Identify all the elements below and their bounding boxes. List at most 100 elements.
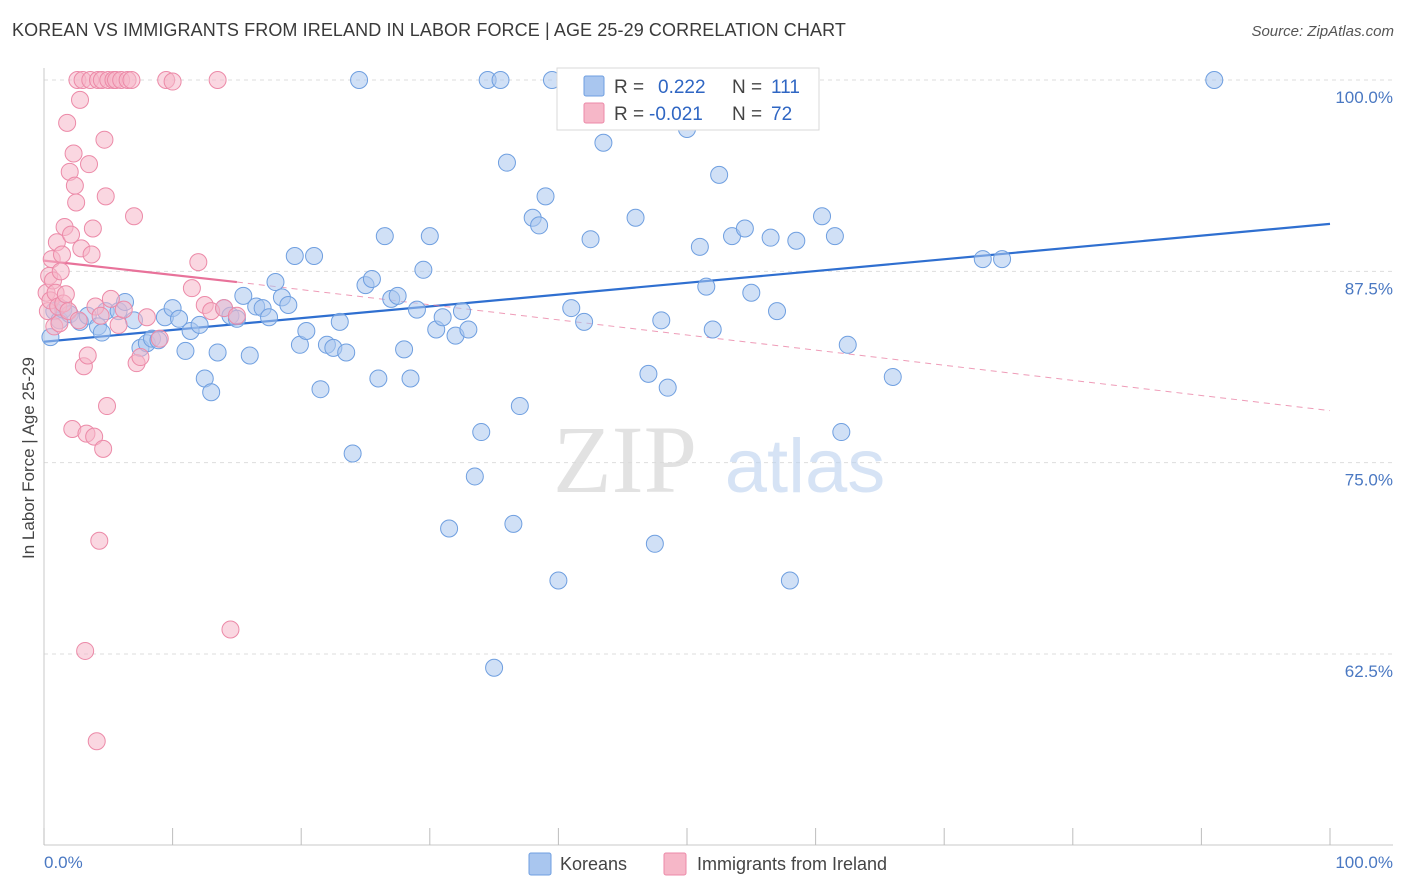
ireland-point-57 — [125, 207, 144, 226]
ireland-point-12 — [53, 245, 72, 264]
ireland-point-30 — [76, 641, 95, 660]
korean-point-84 — [645, 534, 664, 553]
legend-n-label-koreans: N = — [732, 77, 762, 98]
korean-point-37 — [285, 247, 304, 266]
ireland-point-19 — [62, 225, 81, 244]
korean-point-8 — [92, 323, 111, 342]
koreans-points — [41, 71, 1224, 677]
korean-point-34 — [266, 273, 285, 292]
korean-point-80 — [581, 230, 600, 249]
bottom-legend-ireland: Immigrants from Ireland — [697, 854, 887, 874]
korean-point-57 — [414, 260, 433, 279]
ireland-point-42 — [91, 306, 110, 325]
ireland-point-54 — [114, 300, 133, 319]
legend-swatch-koreans — [583, 75, 605, 97]
bottom-legend-swatch-ireland — [663, 852, 687, 876]
korean-point-90 — [690, 237, 709, 256]
korean-point-51 — [375, 227, 394, 246]
ireland-point-61 — [150, 329, 169, 348]
ireland-point-15 — [56, 285, 75, 304]
y-tick-label-3: 62.5% — [1345, 662, 1393, 681]
korean-point-109 — [1205, 71, 1224, 89]
korean-point-45 — [337, 343, 356, 362]
ireland-point-52 — [109, 315, 128, 334]
legend-n-value-koreans: 111 — [771, 77, 800, 98]
ireland-point-49 — [101, 289, 120, 308]
korean-point-95 — [735, 219, 754, 238]
bottom-legend-koreans: Koreans — [560, 854, 627, 874]
chart-title: KOREAN VS IMMIGRANTS FROM IRELAND IN LAB… — [12, 20, 846, 40]
ireland-point-59 — [131, 348, 150, 367]
y-axis-label: In Labor Force | Age 25-29 — [19, 357, 38, 559]
ireland-point-11 — [51, 262, 70, 281]
ireland-point-70 — [221, 620, 240, 639]
korean-point-78 — [562, 299, 581, 318]
y-tick-labels: 100.0% 87.5% 75.0% 62.5% — [1335, 88, 1393, 681]
korean-point-19 — [170, 309, 189, 328]
korean-point-25 — [208, 343, 227, 362]
korean-point-92 — [703, 320, 722, 339]
legend-n-label-ireland: N = — [732, 104, 762, 125]
korean-point-29 — [234, 286, 253, 305]
korean-point-41 — [311, 380, 330, 399]
korean-point-39 — [297, 322, 316, 341]
korean-point-79 — [575, 312, 594, 331]
ireland-point-33 — [80, 155, 99, 174]
korean-point-56 — [407, 300, 426, 319]
ireland-point-71 — [227, 306, 246, 325]
korean-point-108 — [993, 250, 1012, 269]
korean-point-105 — [838, 335, 857, 354]
korean-point-64 — [459, 320, 478, 339]
korean-point-69 — [491, 71, 510, 89]
ireland-point-60 — [137, 308, 156, 327]
korean-point-96 — [742, 283, 761, 302]
x-tick-left: 0.0% — [44, 853, 83, 872]
korean-point-104 — [832, 423, 851, 442]
korean-point-46 — [343, 444, 362, 463]
axes — [43, 68, 1393, 846]
legend-swatch-ireland — [583, 102, 605, 124]
korean-point-82 — [626, 208, 645, 227]
ireland-point-16 — [58, 113, 77, 132]
ireland-point-64 — [182, 279, 201, 298]
korean-point-66 — [472, 423, 491, 442]
korean-point-70 — [497, 153, 516, 172]
ireland-point-41 — [90, 531, 109, 550]
korean-point-97 — [761, 228, 780, 247]
ireland-points — [37, 71, 246, 751]
legend-r-label-ireland: R = — [614, 104, 644, 125]
ireland-point-47 — [98, 397, 117, 416]
legend-n-value-ireland: 72 — [771, 104, 792, 125]
korean-point-63 — [452, 302, 471, 321]
korean-point-100 — [787, 231, 806, 250]
korean-point-50 — [369, 369, 388, 388]
korean-point-58 — [420, 227, 439, 246]
korean-point-77 — [549, 571, 568, 590]
korean-point-47 — [350, 71, 369, 89]
korean-point-75 — [536, 187, 555, 206]
korean-point-102 — [813, 207, 832, 226]
ireland-point-45 — [95, 130, 114, 149]
stats-legend: R = 0.222 N = 111 R = -0.021 N = 72 — [556, 67, 820, 131]
ireland-point-44 — [94, 439, 113, 458]
korean-point-71 — [504, 514, 523, 533]
chart-source: Source: ZipAtlas.com — [1251, 23, 1394, 40]
trend-line-ireland-extended — [236, 281, 1331, 412]
ireland-point-26 — [71, 90, 90, 109]
korean-point-60 — [433, 308, 452, 327]
series-legend: Koreans Immigrants from Ireland — [528, 852, 887, 876]
korean-point-36 — [279, 296, 298, 315]
ireland-point-63 — [163, 72, 182, 91]
legend-r-value-ireland: -0.021 — [649, 104, 703, 125]
ireland-point-25 — [69, 311, 88, 330]
ireland-point-22 — [65, 176, 84, 195]
korean-point-106 — [883, 367, 902, 386]
ireland-point-46 — [96, 187, 115, 206]
korean-point-61 — [440, 519, 459, 538]
korean-point-91 — [697, 277, 716, 296]
legend-r-label-koreans: R = — [614, 77, 644, 98]
legend-r-value-koreans: 0.222 — [658, 77, 706, 98]
trend-lines — [43, 222, 1331, 412]
ireland-point-37 — [85, 427, 104, 446]
korean-point-54 — [395, 340, 414, 359]
